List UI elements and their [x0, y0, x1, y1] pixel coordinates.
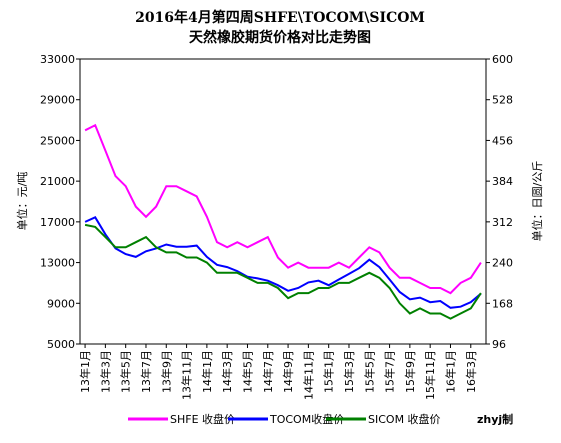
- x-tick-label: 14年11月: [301, 350, 315, 400]
- x-tick-label: 13年1月: [78, 350, 92, 393]
- x-tick-label: 15年3月: [342, 350, 356, 393]
- chart-title: 2016年4月第四周SHFE\TOCOM\SICOM: [135, 9, 425, 26]
- y2-tick-label: 600: [492, 53, 513, 66]
- series-line: [84, 123, 482, 295]
- y-tick-label: 21000: [40, 175, 75, 188]
- y2-tick-label: 168: [492, 297, 513, 310]
- y-tick-label: 25000: [40, 134, 75, 147]
- series-line: [84, 216, 482, 309]
- x-tick-label: 13年7月: [139, 350, 153, 393]
- x-tick-label: 15年9月: [403, 350, 417, 393]
- chart-subtitle: 天然橡胶期货价格对比走势图: [189, 29, 371, 46]
- x-tick-label: 15年1月: [322, 350, 336, 393]
- x-tick-label: 14年7月: [261, 350, 275, 393]
- credit: zhyj制: [477, 412, 513, 426]
- y-axis-label: 单位：元/吨: [15, 172, 29, 231]
- x-tick-label: 16年1月: [443, 350, 457, 393]
- y-tick-label: 9000: [47, 297, 75, 310]
- legend-label: SICOM 收盘价: [368, 412, 441, 426]
- series-line: [84, 223, 482, 320]
- x-tick-label: 13年5月: [119, 350, 133, 393]
- x-tick-label: 13年9月: [159, 350, 173, 393]
- x-tick-label: 15年11月: [423, 350, 437, 400]
- y-tick-label: 5000: [47, 338, 75, 351]
- y2-tick-label: 312: [492, 216, 513, 229]
- y2-tick-label: 96: [492, 338, 506, 351]
- y2-axis-label: 单位：日圆/公斤: [530, 161, 544, 242]
- legend-label: TOCOM收盘价: [269, 412, 344, 426]
- x-tick-label: 15年7月: [383, 350, 397, 393]
- y2-tick-label: 456: [492, 134, 513, 147]
- x-tick-label: 14年9月: [281, 350, 295, 393]
- x-tick-label: 15年5月: [362, 350, 376, 393]
- x-tick-label: 14年5月: [240, 350, 254, 393]
- y-tick-label: 33000: [40, 53, 75, 66]
- y2-tick-label: 528: [492, 94, 513, 107]
- y-tick-label: 17000: [40, 216, 75, 229]
- x-tick-label: 13年11月: [180, 350, 194, 400]
- plot-frame: [79, 58, 487, 345]
- x-tick-label: 14年3月: [220, 350, 234, 393]
- x-tick-label: 14年1月: [200, 350, 214, 393]
- x-tick-label: 13年3月: [98, 350, 112, 393]
- legend-label: SHFE 收盘价: [170, 412, 235, 426]
- y-tick-label: 13000: [40, 257, 75, 270]
- y2-tick-label: 240: [492, 257, 513, 270]
- x-tick-label: 16年3月: [464, 350, 478, 393]
- y-tick-label: 29000: [40, 94, 75, 107]
- y2-tick-label: 384: [492, 175, 513, 188]
